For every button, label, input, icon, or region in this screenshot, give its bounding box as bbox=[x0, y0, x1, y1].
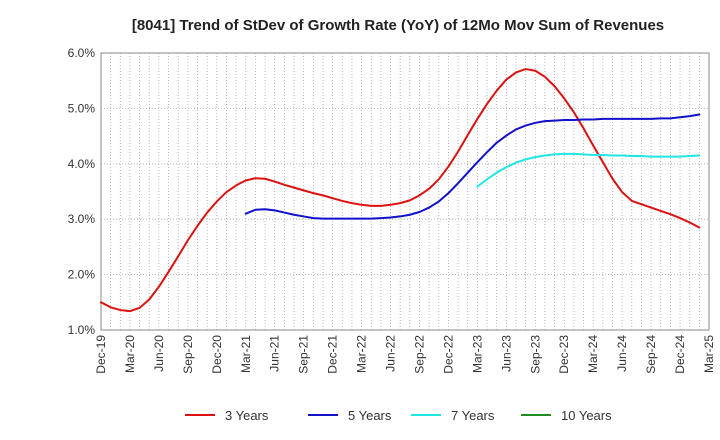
x-tick-label: Sep-21 bbox=[297, 335, 311, 374]
plot-border bbox=[100, 52, 710, 331]
legend-label: 7 Years bbox=[451, 408, 495, 423]
y-tick-label: 2.0% bbox=[68, 268, 96, 282]
x-tick-label: Dec-20 bbox=[210, 335, 224, 374]
x-tick-label: Mar-24 bbox=[586, 335, 600, 373]
y-tick-label: 4.0% bbox=[68, 157, 96, 171]
legend-label: 3 Years bbox=[225, 408, 269, 423]
x-tick-label: Jun-23 bbox=[499, 335, 513, 372]
x-tick-label: Jun-21 bbox=[268, 335, 282, 372]
x-tick-label: Mar-25 bbox=[702, 335, 716, 373]
series-line-7-years bbox=[476, 152, 701, 188]
x-tick-label: Dec-19 bbox=[94, 335, 108, 374]
x-tick-label: Sep-24 bbox=[644, 335, 658, 374]
x-tick-label: Dec-24 bbox=[673, 335, 687, 374]
legend-label: 5 Years bbox=[348, 408, 392, 423]
x-tick-label: Dec-23 bbox=[557, 335, 571, 374]
plot-area bbox=[101, 53, 709, 330]
chart-title: [8041] Trend of StDev of Growth Rate (Yo… bbox=[132, 17, 664, 34]
y-tick-label: 6.0% bbox=[68, 46, 96, 60]
y-tick-label: 5.0% bbox=[68, 101, 96, 115]
y-axis: 1.0% 2.0% 3.0% 4.0% 5.0% 6.0% bbox=[68, 46, 96, 337]
x-tick-label: Mar-23 bbox=[470, 335, 484, 373]
y-tick-label: 3.0% bbox=[68, 212, 96, 226]
x-tick-label: Dec-21 bbox=[326, 335, 340, 374]
grid bbox=[101, 52, 709, 331]
x-tick-label: Jun-24 bbox=[615, 335, 629, 372]
x-tick-label: Dec-22 bbox=[441, 335, 455, 374]
x-axis: Dec-19 Mar-20 Jun-20 Sep-20 Dec-20 Mar-21 Jun-… bbox=[94, 335, 716, 374]
x-tick-label: Mar-20 bbox=[123, 335, 137, 373]
x-tick-label: Mar-22 bbox=[355, 335, 369, 373]
series-line-3-years bbox=[100, 68, 701, 313]
legend: 3 Years 5 Years 7 Years 10 Years bbox=[185, 408, 612, 423]
x-tick-label: Jun-20 bbox=[152, 335, 166, 372]
legend-label: 10 Years bbox=[561, 408, 612, 423]
x-tick-label: Mar-21 bbox=[239, 335, 253, 373]
y-tick-label: 1.0% bbox=[68, 323, 96, 337]
x-tick-label: Sep-23 bbox=[528, 335, 542, 374]
x-tick-label: Jun-22 bbox=[384, 335, 398, 372]
series-group bbox=[100, 68, 701, 313]
x-tick-label: Sep-20 bbox=[181, 335, 195, 374]
series-line-5-years bbox=[244, 113, 701, 220]
x-tick-label: Sep-22 bbox=[412, 335, 426, 374]
